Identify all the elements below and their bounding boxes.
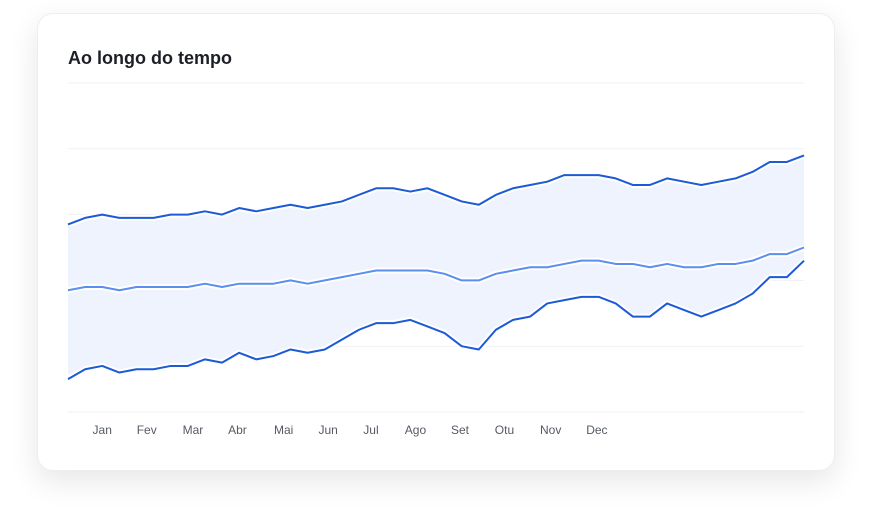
- line: [67, 154, 805, 226]
- x-tick-label: Abr: [228, 423, 247, 437]
- x-tick-label: Jan: [93, 423, 112, 437]
- x-tick-label: Set: [451, 423, 470, 437]
- line: [67, 246, 805, 292]
- line: [67, 259, 805, 380]
- x-tick-label: Dec: [586, 423, 607, 437]
- x-tick-label: Jul: [363, 423, 378, 437]
- chart-title: Ao longo do tempo: [68, 48, 232, 68]
- x-tick-label: Fev: [137, 423, 157, 437]
- x-tick-label: Jun: [318, 423, 337, 437]
- x-tick-label: Mar: [183, 423, 204, 437]
- x-tick-label: Mai: [274, 423, 293, 437]
- x-tick-label: Otu: [495, 423, 514, 437]
- x-tick-label: Nov: [540, 423, 561, 437]
- x-tick-label: Ago: [405, 423, 427, 437]
